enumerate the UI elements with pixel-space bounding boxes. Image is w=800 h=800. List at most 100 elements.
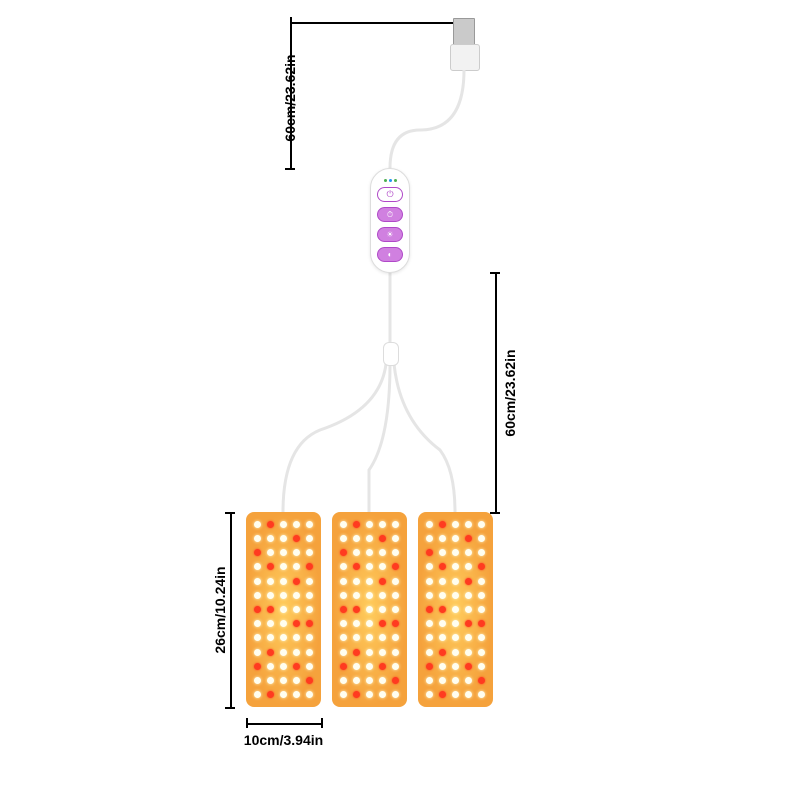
led-dot: [379, 592, 386, 599]
led-dot: [478, 535, 485, 542]
led-dot: [293, 535, 300, 542]
ctrl-timer-button[interactable]: ⏱: [377, 207, 403, 222]
led-dot: [478, 677, 485, 684]
led-dot: [379, 620, 386, 627]
led-dot: [280, 620, 287, 627]
led-dot: [353, 535, 360, 542]
led-dot: [280, 549, 287, 556]
dim-bot-label: 10cm/3.94in: [236, 732, 331, 748]
led-dot: [366, 563, 373, 570]
led-dot: [465, 677, 472, 684]
cable-splitter: [383, 342, 399, 366]
led-dot: [478, 592, 485, 599]
led-dot: [293, 663, 300, 670]
ctrl-mode-button[interactable]: ☀: [377, 227, 403, 242]
led-dot: [340, 535, 347, 542]
led-dot: [293, 521, 300, 528]
led-dot: [392, 663, 399, 670]
product-diagram: 60cm/23.62in ⏻ ⏱ ☀ ◐: [0, 0, 800, 800]
led-dot: [439, 677, 446, 684]
led-dot: [452, 521, 459, 528]
led-dot: [392, 549, 399, 556]
led-dot: [379, 677, 386, 684]
led-dot: [392, 677, 399, 684]
led-dot: [379, 578, 386, 585]
led-dot: [306, 592, 313, 599]
dim-left-cap-bot: [225, 707, 235, 709]
led-dot: [439, 578, 446, 585]
led-dot: [439, 691, 446, 698]
led-dot: [306, 649, 313, 656]
led-dot: [267, 549, 274, 556]
dim-bot-cap-right: [321, 718, 323, 728]
led-dot: [465, 691, 472, 698]
led-dot: [465, 663, 472, 670]
led-dot: [254, 549, 261, 556]
led-dot: [392, 634, 399, 641]
ctrl-dim-button[interactable]: ◐: [377, 247, 403, 262]
led-dot: [392, 620, 399, 627]
led-dot: [280, 663, 287, 670]
led-dot: [280, 634, 287, 641]
led-dot: [478, 521, 485, 528]
led-dot: [254, 563, 261, 570]
led-dot: [280, 521, 287, 528]
led-dot: [340, 606, 347, 613]
led-dot: [426, 578, 433, 585]
dim-bot-line: [246, 723, 321, 725]
led-dot: [452, 563, 459, 570]
led-dot: [478, 649, 485, 656]
led-dot: [254, 606, 261, 613]
led-dot: [426, 563, 433, 570]
led-dot: [293, 563, 300, 570]
led-dot: [280, 677, 287, 684]
led-dot: [353, 663, 360, 670]
dim-right-line: [495, 272, 497, 512]
led-dot: [340, 649, 347, 656]
led-dot: [478, 663, 485, 670]
led-dot: [306, 691, 313, 698]
led-dot: [366, 592, 373, 599]
led-dot: [379, 649, 386, 656]
led-dot: [340, 691, 347, 698]
ctrl-power-button[interactable]: ⏻: [377, 187, 403, 202]
led-dot: [267, 578, 274, 585]
led-dot: [439, 535, 446, 542]
led-dot: [478, 606, 485, 613]
led-dot: [439, 620, 446, 627]
led-dot: [478, 578, 485, 585]
led-dot: [306, 535, 313, 542]
led-dot: [478, 549, 485, 556]
led-dot: [465, 535, 472, 542]
led-dot: [452, 663, 459, 670]
ctrl-led: [389, 179, 392, 182]
led-dot: [452, 592, 459, 599]
led-dot: [426, 663, 433, 670]
led-dot: [452, 549, 459, 556]
led-dot: [306, 677, 313, 684]
led-dot: [478, 634, 485, 641]
led-dot: [254, 677, 261, 684]
led-dot: [353, 634, 360, 641]
led-dot: [366, 634, 373, 641]
led-dot: [465, 649, 472, 656]
led-dot: [426, 691, 433, 698]
led-dot: [392, 578, 399, 585]
led-panel: [246, 512, 321, 707]
led-dot: [293, 691, 300, 698]
led-dot: [340, 620, 347, 627]
ctrl-indicator-leds: [384, 179, 397, 182]
led-dot: [379, 606, 386, 613]
led-dot: [293, 649, 300, 656]
led-dot: [340, 677, 347, 684]
led-dot: [267, 592, 274, 599]
led-dot: [439, 521, 446, 528]
led-dot: [293, 620, 300, 627]
led-dot: [340, 592, 347, 599]
led-dot: [254, 663, 261, 670]
led-dot: [353, 649, 360, 656]
led-dot: [353, 563, 360, 570]
led-dot: [306, 563, 313, 570]
led-dot: [254, 691, 261, 698]
led-dot: [254, 592, 261, 599]
